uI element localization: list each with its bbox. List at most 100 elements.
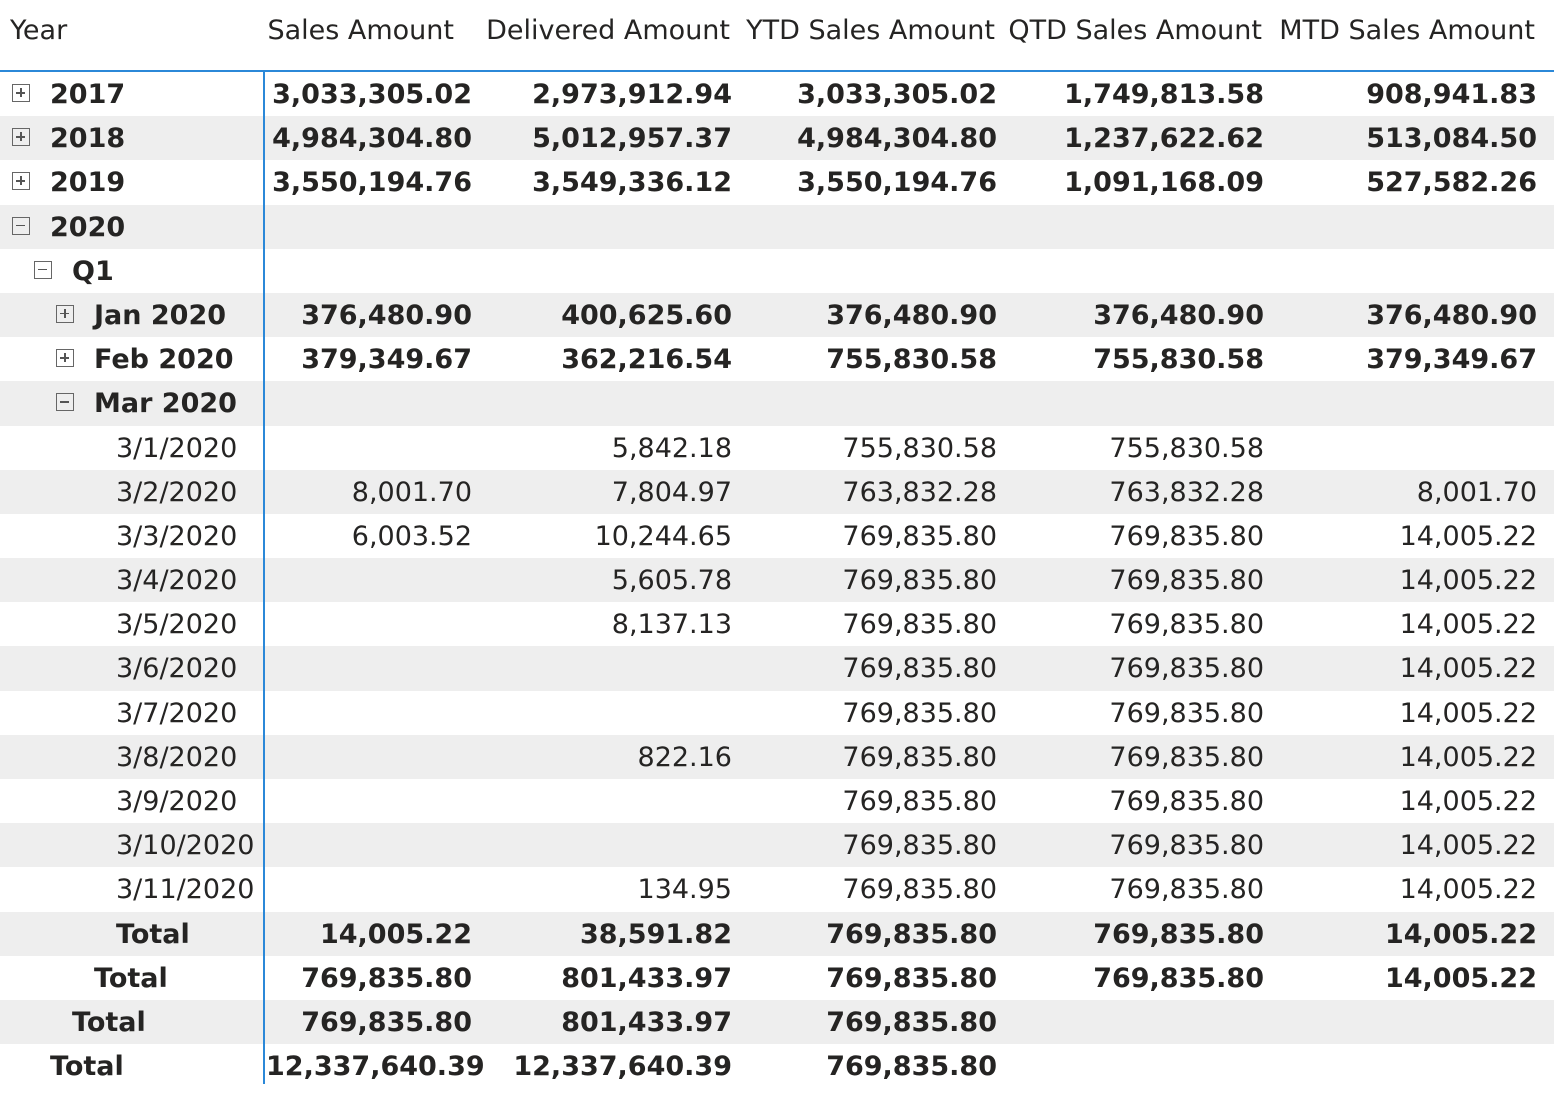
cell-sales-amount: 3,550,194.76 <box>272 167 472 199</box>
cell-delivered-amount: 134.95 <box>637 874 732 906</box>
row-day: 3/9/2020 769,835.80 769,835.80 14,005.22 <box>0 779 1554 823</box>
cell-qtd-sales-amount <box>1005 1044 1264 1088</box>
cell-qtd-sales-amount: 769,835.80 <box>1109 653 1264 685</box>
collapse-icon[interactable] <box>56 393 74 412</box>
row-day: 3/2/2020 8,001.70 7,804.97 763,832.28 76… <box>0 469 1554 514</box>
cell-ytd-sales-amount: 3,550,194.76 <box>797 167 997 199</box>
expand-icon[interactable] <box>12 128 30 147</box>
cell-delivered-amount: 5,842.18 <box>611 432 732 464</box>
row-label: 3/7/2020 <box>116 697 238 729</box>
row-label: 3/2/2020 <box>116 476 238 508</box>
expand-icon[interactable] <box>12 84 30 102</box>
cell-ytd-sales-amount: 769,835.80 <box>826 918 997 950</box>
cell-ytd-sales-amount: 769,835.80 <box>842 697 997 729</box>
row-day: 3/3/2020 6,003.52 10,244.65 769,835.80 7… <box>0 514 1554 558</box>
row-day: 3/5/2020 8,137.13 769,835.80 769,835.80 … <box>0 602 1554 646</box>
cell-delivered-amount <box>480 646 732 690</box>
cell-delivered-amount: 362,216.54 <box>561 344 732 376</box>
cell-sales-amount <box>266 691 472 735</box>
row-month-feb-2020: Feb 2020 379,349.67 362,216.54 755,830.5… <box>0 337 1554 381</box>
column-header-row: Year Sales Amount Delivered Amount YTD S… <box>0 0 1554 72</box>
cell-delivered-amount: 801,433.97 <box>561 1006 732 1038</box>
expand-icon[interactable] <box>56 349 74 368</box>
cell-mtd-sales-amount: 8,001.70 <box>1416 476 1537 508</box>
cell-qtd-sales-amount: 769,835.80 <box>1093 962 1264 994</box>
cell-qtd-sales-amount: 376,480.90 <box>1093 299 1264 331</box>
cell-sales-amount: 8,001.70 <box>351 476 472 508</box>
cell-ytd-sales-amount: 769,835.80 <box>842 520 997 552</box>
cell-ytd-sales-amount: 769,835.80 <box>826 1006 997 1038</box>
cell-sales-amount: 376,480.90 <box>301 299 472 331</box>
cell-ytd-sales-amount: 755,830.58 <box>842 432 997 464</box>
cell-mtd-sales-amount: 14,005.22 <box>1399 653 1537 685</box>
header-delivered-amount[interactable]: Delivered Amount <box>486 15 730 46</box>
header-sales-amount[interactable]: Sales Amount <box>267 15 454 46</box>
cell-mtd-sales-amount: 527,582.26 <box>1366 167 1537 199</box>
row-day: 3/6/2020 769,835.80 769,835.80 14,005.22 <box>0 646 1554 691</box>
cell-delivered-amount <box>480 691 732 735</box>
cell-mtd-sales-amount: 908,941.83 <box>1366 79 1537 110</box>
cell-mtd-sales-amount: 14,005.22 <box>1399 741 1537 773</box>
row-label: Total <box>72 1006 146 1038</box>
cell-mtd-sales-amount: 14,005.22 <box>1399 609 1537 641</box>
row-label: 3/8/2020 <box>116 741 238 773</box>
row-year-total: Total 769,835.80 801,433.97 769,835.80 <box>0 999 1554 1045</box>
cell-delivered-amount <box>480 779 732 823</box>
cell-ytd-sales-amount: 769,835.80 <box>842 653 997 685</box>
row-label: 2019 <box>50 167 126 199</box>
row-month-total: Total 14,005.22 38,591.82 769,835.80 769… <box>0 911 1554 956</box>
cell-mtd-sales-amount: 14,005.22 <box>1384 918 1537 950</box>
cell-sales-amount <box>266 558 472 602</box>
row-label: 3/11/2020 <box>116 874 255 906</box>
row-day: 3/1/2020 5,842.18 755,830.58 755,830.58 <box>0 426 1554 470</box>
cell-mtd-sales-amount: 14,005.22 <box>1399 786 1537 817</box>
cell-delivered-amount <box>480 823 732 867</box>
row-day: 3/11/2020 134.95 769,835.80 769,835.80 1… <box>0 867 1554 911</box>
cell-ytd-sales-amount: 763,832.28 <box>842 476 997 508</box>
cell-sales-amount: 769,835.80 <box>301 1006 472 1038</box>
row-year-2020: 2020 <box>0 204 1554 249</box>
cell-ytd-sales-amount: 769,835.80 <box>826 1051 997 1083</box>
header-mtd-sales-amount[interactable]: MTD Sales Amount <box>1279 15 1535 46</box>
row-label: Total <box>50 1051 124 1083</box>
cell-mtd-sales-amount <box>1272 1000 1537 1044</box>
cell-delivered-amount: 5,012,957.37 <box>532 123 732 155</box>
row-label: Jan 2020 <box>94 299 227 331</box>
row-year-2018: 2018 4,984,304.80 5,012,957.37 4,984,304… <box>0 116 1554 161</box>
expand-icon[interactable] <box>56 304 74 323</box>
cell-sales-amount <box>266 867 472 911</box>
row-header-divider <box>263 70 265 1084</box>
row-grand-total: Total 12,337,640.39 12,337,640.39 769,83… <box>0 1044 1554 1088</box>
row-day: 3/8/2020 822.16 769,835.80 769,835.80 14… <box>0 734 1554 779</box>
cell-qtd-sales-amount: 755,830.58 <box>1093 344 1264 376</box>
cell-delivered-amount: 7,804.97 <box>611 476 732 508</box>
row-day: 3/4/2020 5,605.78 769,835.80 769,835.80 … <box>0 558 1554 603</box>
cell-delivered-amount: 8,137.13 <box>611 609 732 641</box>
cell-mtd-sales-amount: 376,480.90 <box>1366 299 1537 331</box>
collapse-icon[interactable] <box>12 216 30 235</box>
cell-mtd-sales-amount: 14,005.22 <box>1399 830 1537 862</box>
cell-delivered-amount: 5,605.78 <box>611 565 732 597</box>
header-year[interactable]: Year <box>10 15 68 46</box>
cell-sales-amount: 6,003.52 <box>351 520 472 552</box>
row-label: 3/10/2020 <box>116 830 255 862</box>
row-label: 2018 <box>50 123 126 155</box>
cell-ytd-sales-amount: 769,835.80 <box>842 786 997 817</box>
row-label: Total <box>94 962 168 994</box>
cell-qtd-sales-amount: 769,835.80 <box>1109 830 1264 862</box>
cell-delivered-amount: 400,625.60 <box>561 299 732 331</box>
cell-sales-amount <box>266 735 472 779</box>
cell-sales-amount: 769,835.80 <box>301 962 472 994</box>
collapse-icon[interactable] <box>34 260 52 279</box>
header-qtd-sales-amount[interactable]: QTD Sales Amount <box>1008 15 1262 46</box>
expand-icon[interactable] <box>12 172 30 191</box>
cell-qtd-sales-amount: 1,237,622.62 <box>1064 123 1264 155</box>
header-ytd-sales-amount[interactable]: YTD Sales Amount <box>746 15 995 46</box>
cell-delivered-amount: 801,433.97 <box>561 962 732 994</box>
row-year-2019: 2019 3,550,194.76 3,549,336.12 3,550,194… <box>0 160 1554 204</box>
cell-ytd-sales-amount: 755,830.58 <box>826 344 997 376</box>
row-label: 3/6/2020 <box>116 653 238 685</box>
cell-ytd-sales-amount: 769,835.80 <box>842 565 997 597</box>
cell-delivered-amount: 3,549,336.12 <box>532 167 732 199</box>
